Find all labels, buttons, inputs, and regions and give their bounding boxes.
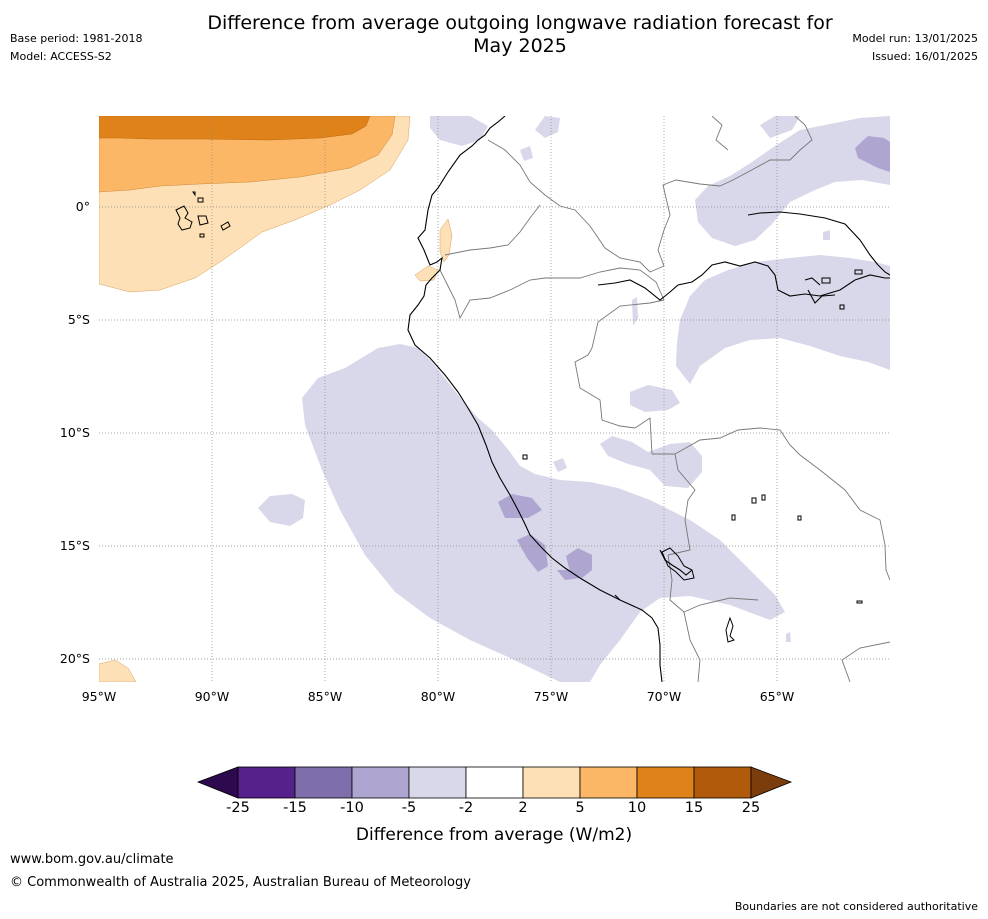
anomaly-minus2-5-ne-patch <box>738 166 780 192</box>
anomaly-minus5-10-ne <box>855 136 890 172</box>
coastlines <box>407 116 890 682</box>
anomaly-minus2-5-caribbean <box>430 116 488 146</box>
footer-copyright: © Commonwealth of Australia 2025, Austra… <box>10 875 471 890</box>
anomaly-minus2-5-patch-3 <box>600 436 702 488</box>
lon-label-90w: 90°W <box>194 689 230 704</box>
anomaly-minus5-10-patch-2 <box>517 534 548 572</box>
anomaly-minus2-5-patch-2 <box>630 385 680 412</box>
lon-label-65w: 65°W <box>759 689 795 704</box>
lon-label-70w: 70°W <box>646 689 682 704</box>
colorbar <box>196 766 793 799</box>
colorbar-tick: 5 <box>575 800 585 816</box>
colorbar-tick: -10 <box>340 800 364 816</box>
colorbar-segment-6 <box>522 766 581 799</box>
anomaly-minus2-5-patch-7 <box>760 116 800 138</box>
colorbar-tick: -5 <box>401 800 417 816</box>
colorbar-tick: -2 <box>458 800 474 816</box>
islands-lakes <box>175 191 863 643</box>
colorbar-segment-2 <box>294 766 353 799</box>
colorbar-tick: 15 <box>684 800 704 816</box>
footer-disclaimer: Boundaries are not considered authoritat… <box>734 900 978 913</box>
graticule <box>99 116 890 682</box>
title-line-1: Difference from average outgoing longwav… <box>207 12 833 34</box>
anomaly-minus2-5-pacific <box>302 344 785 682</box>
anomaly-minus2-5-patch-5 <box>535 116 560 138</box>
map-title: Difference from average outgoing longwav… <box>170 12 870 58</box>
anomaly-10-15-region <box>99 116 371 141</box>
anomaly-minus2-5-patch-4 <box>553 458 567 472</box>
lat-label-15s: 15°S <box>59 538 90 553</box>
galapagos-islands <box>175 205 193 231</box>
lon-label-85w: 85°W <box>307 689 343 704</box>
anomaly-minus2-5-patch-9 <box>786 632 791 642</box>
base-period: Base period: 1981-2018 <box>10 32 143 45</box>
anomaly-minus2-5-patch-10 <box>823 230 830 240</box>
anomaly-minus5-10-patch-1 <box>498 494 542 518</box>
colorbar-segment-9 <box>693 766 752 799</box>
colorbar-segment-3 <box>351 766 410 799</box>
colorbar-tick: -25 <box>226 800 250 816</box>
anomaly-minus5-10-patch-4 <box>557 570 580 580</box>
title-line-2: May 2025 <box>473 35 567 57</box>
colorbar-tick: 2 <box>518 800 528 816</box>
footer-url: www.bom.gov.au/climate <box>10 852 174 867</box>
lat-label-10s: 10°S <box>59 425 90 440</box>
anomaly-minus2-5-patch-1 <box>258 494 305 526</box>
colorbar-tick: 10 <box>627 800 647 816</box>
colorbar-extend-max <box>750 766 793 799</box>
colorbar-segment-1 <box>237 766 296 799</box>
lat-label-0: 0° <box>75 199 90 214</box>
model-name: Model: ACCESS-S2 <box>10 50 112 63</box>
model-run: Model run: 13/01/2025 <box>852 32 978 45</box>
colorbar-extend-min <box>196 766 239 799</box>
lon-label-75w: 75°W <box>533 689 569 704</box>
map-area <box>99 116 890 682</box>
colorbar-tick: 25 <box>741 800 761 816</box>
lat-label-20s: 20°S <box>59 651 90 666</box>
country-borders <box>439 116 890 682</box>
lon-label-80w: 80°W <box>420 689 456 704</box>
colorbar-segment-5 <box>465 766 524 799</box>
anomaly-minus2-5-amazon <box>676 255 890 384</box>
colorbar-label: Difference from average (W/m2) <box>355 825 633 845</box>
lon-label-95w: 95°W <box>81 689 117 704</box>
anomaly-small-orange-1 <box>439 218 453 263</box>
colorbar-tick: -15 <box>283 800 307 816</box>
colorbar-segment-4 <box>408 766 467 799</box>
colorbar-segment-8 <box>636 766 695 799</box>
lat-label-5s: 5°S <box>67 312 90 327</box>
colorbar-segment-7 <box>579 766 638 799</box>
issued-date: Issued: 16/01/2025 <box>871 50 978 63</box>
anomaly-minus2-5-patch-6 <box>520 146 533 161</box>
anomaly-small-orange-3 <box>99 659 137 682</box>
lake-titicaca <box>661 547 695 581</box>
anomaly-minus2-5-north <box>695 116 890 246</box>
